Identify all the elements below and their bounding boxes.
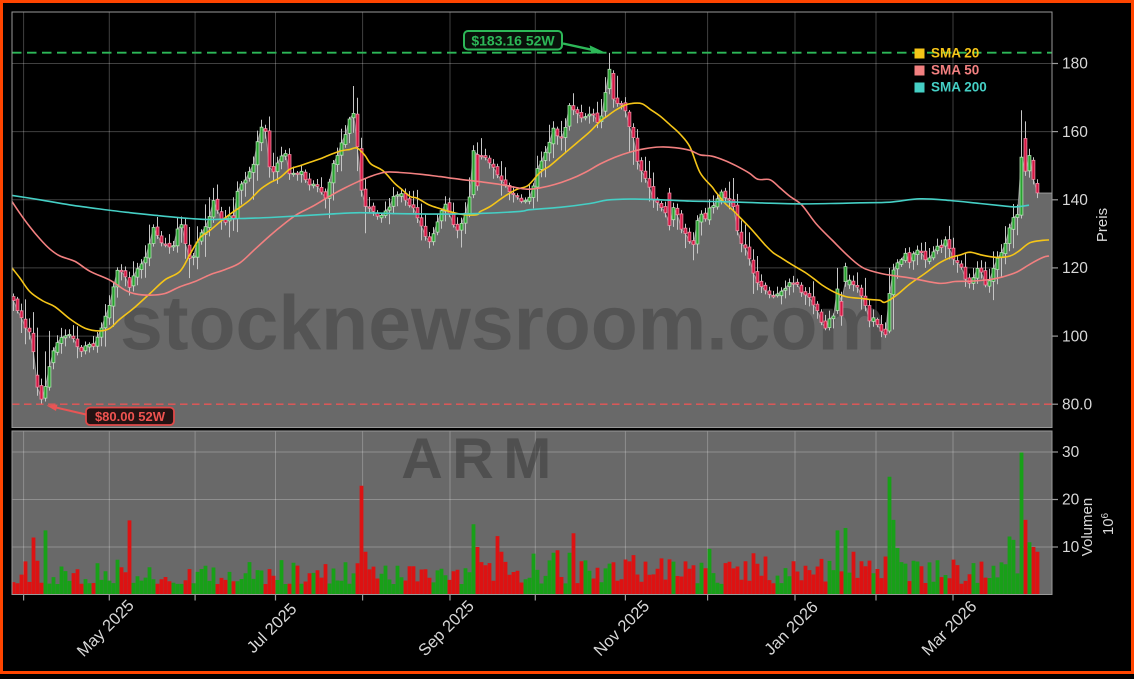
svg-text:160: 160 bbox=[1062, 124, 1088, 141]
svg-text:stocknewsroom.com: stocknewsroom.com bbox=[120, 281, 886, 367]
svg-text:120: 120 bbox=[1062, 260, 1088, 277]
svg-text:Volumen: Volumen bbox=[1079, 498, 1096, 556]
svg-text:100: 100 bbox=[1062, 328, 1088, 345]
svg-text:180: 180 bbox=[1062, 56, 1088, 73]
svg-text:30: 30 bbox=[1062, 444, 1080, 461]
svg-text:10: 10 bbox=[1062, 539, 1080, 556]
svg-text:$183.16 52W: $183.16 52W bbox=[471, 33, 555, 49]
svg-text:20: 20 bbox=[1062, 492, 1080, 509]
svg-text:SMA 200: SMA 200 bbox=[931, 80, 987, 95]
svg-text:140: 140 bbox=[1062, 192, 1088, 209]
svg-text:SMA 20: SMA 20 bbox=[931, 46, 979, 61]
svg-text:SMA 50: SMA 50 bbox=[931, 63, 979, 78]
svg-text:$80.00 52W: $80.00 52W bbox=[95, 409, 166, 424]
svg-text:Preis: Preis bbox=[1094, 208, 1111, 242]
svg-text:80.0: 80.0 bbox=[1062, 396, 1093, 413]
svg-text:ARM: ARM bbox=[401, 427, 560, 491]
